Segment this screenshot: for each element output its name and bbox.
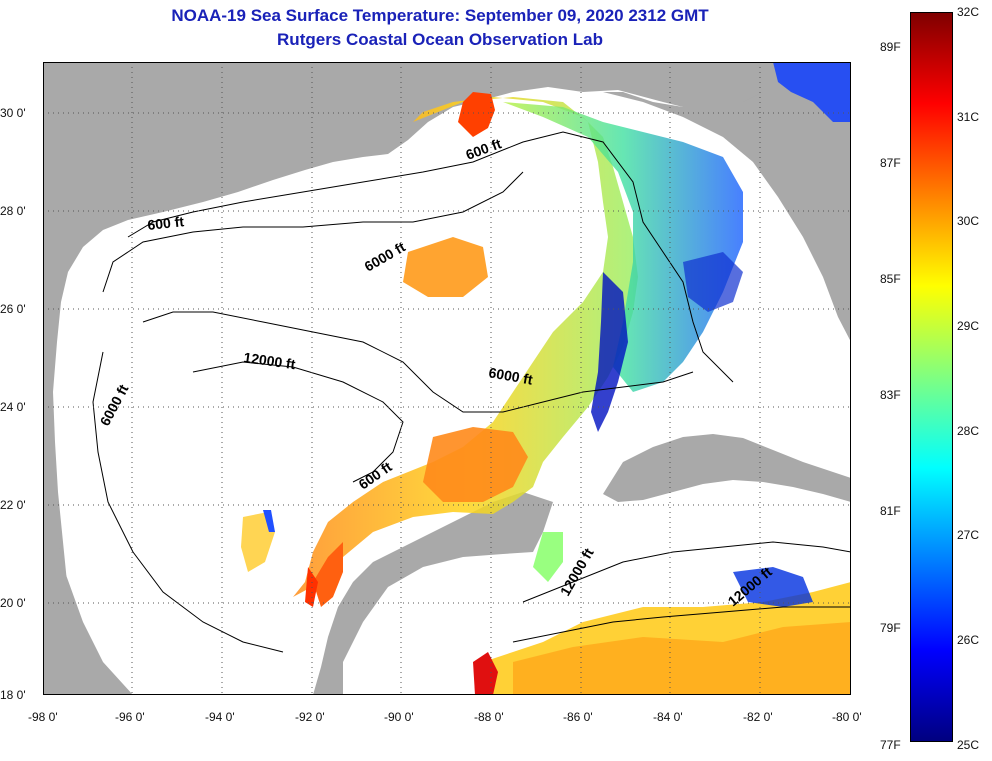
f-label: 79F (880, 621, 901, 635)
f-label: 85F (880, 272, 901, 286)
contour-label: 12000 ft (243, 349, 297, 372)
contour-label: 600 ft (147, 213, 185, 233)
land (43, 62, 851, 695)
lon-label: -88 0' (474, 710, 504, 724)
lat-label: 22 0' (0, 498, 26, 512)
lat-label: 18 0' (0, 688, 26, 702)
sst-data (241, 62, 851, 695)
lon-label: -80 0' (832, 710, 862, 724)
f-label: 87F (880, 156, 901, 170)
sst-map[interactable]: 600 ft 600 ft 6000 ft 12000 ft 6000 ft 6… (43, 62, 851, 695)
c-label: 30C (957, 214, 980, 228)
lon-label: -86 0' (563, 710, 593, 724)
f-label: 83F (880, 388, 901, 402)
lat-label: 28 0' (0, 204, 26, 218)
lat-label: 24 0' (0, 400, 26, 414)
c-label: 28C (957, 424, 980, 438)
temperature-colorbar (910, 12, 953, 742)
lat-label: 26 0' (0, 302, 26, 316)
c-label: 25C (957, 738, 980, 752)
map-subtitle: Rutgers Coastal Ocean Observation Lab (277, 30, 603, 49)
c-label: 27C (957, 528, 980, 542)
lat-label: 20 0' (0, 596, 26, 610)
c-label: 31C (957, 110, 980, 124)
lon-label: -96 0' (115, 710, 145, 724)
c-label: 29C (957, 319, 980, 333)
contour-label: 6000 ft (487, 364, 534, 388)
f-label: 81F (880, 504, 901, 518)
c-label: 32C (957, 5, 980, 19)
lon-label: -90 0' (384, 710, 414, 724)
lon-label: -82 0' (743, 710, 773, 724)
c-label: 26C (957, 633, 980, 647)
map-title: NOAA-19 Sea Surface Temperature: Septemb… (171, 6, 709, 25)
lon-label: -94 0' (205, 710, 235, 724)
lon-label: -92 0' (295, 710, 325, 724)
lat-lon-grid (43, 62, 851, 695)
f-label: 77F (880, 738, 901, 752)
contour-label: 600 ft (464, 135, 504, 163)
bathymetry-contours (92, 131, 851, 653)
lon-label: -84 0' (653, 710, 683, 724)
map-frame (43, 62, 851, 695)
colorbar-gradient (910, 12, 953, 742)
contour-label: 6000 ft (97, 381, 132, 428)
lon-label: -98 0' (28, 710, 58, 724)
f-label: 89F (880, 40, 901, 54)
contour-label: 6000 ft (362, 238, 409, 274)
lat-label: 30 0' (0, 106, 26, 120)
